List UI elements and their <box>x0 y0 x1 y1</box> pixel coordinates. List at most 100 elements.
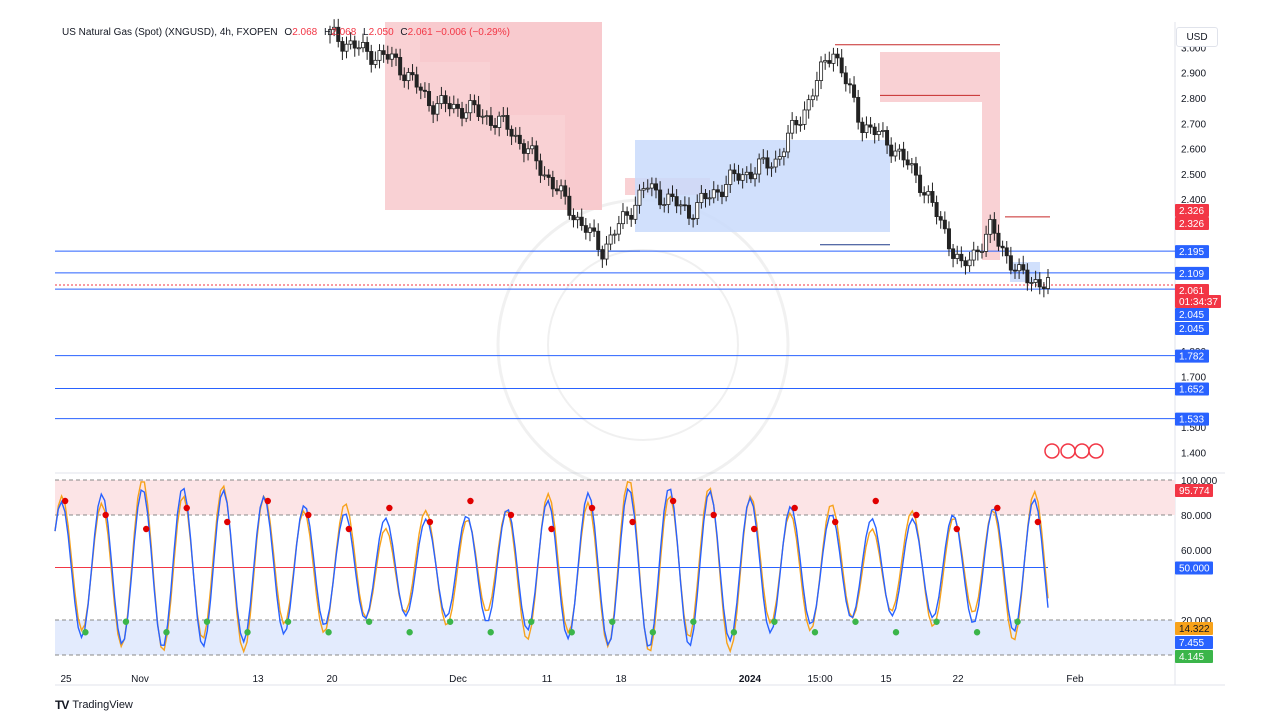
symbol-title: US Natural Gas (Spot) (XNGUSD), 4h, FXOP… <box>62 27 278 38</box>
candle-body <box>1041 286 1046 289</box>
candles-group <box>327 18 1051 298</box>
price-badge-level <box>1175 266 1209 280</box>
candle-body <box>332 26 337 30</box>
price-badge-sell <box>1175 204 1209 217</box>
price-badge-label: 2.045 <box>1179 310 1204 321</box>
price-tick-label: 1.400 <box>1181 448 1206 459</box>
candle-body <box>497 115 502 128</box>
oversold-signal-dot <box>649 629 657 636</box>
candle-body <box>410 72 415 76</box>
price-badge-level <box>1175 412 1209 426</box>
time-tick-label: 11 <box>542 674 553 685</box>
price-tick-label: 2.400 <box>1181 195 1206 206</box>
candle-body <box>971 249 976 261</box>
overbought-signal-dot <box>467 497 474 505</box>
oversold-signal-dot <box>82 629 89 636</box>
candle-body <box>955 253 960 259</box>
time-tick-label: Feb <box>1066 674 1084 685</box>
candle-body <box>493 125 498 128</box>
candle-body <box>975 249 980 253</box>
currency-button[interactable]: USD <box>1176 27 1218 47</box>
candle-body <box>629 214 634 220</box>
oversold-signal-dot <box>852 618 859 625</box>
candle-body <box>909 163 914 166</box>
candle-body <box>402 74 407 82</box>
candle-body <box>546 174 551 178</box>
oversold-signal-dot <box>244 629 251 636</box>
candle-body <box>893 150 898 157</box>
candle-body <box>773 158 778 168</box>
candle-body <box>542 174 547 177</box>
overbought-signal-dot <box>548 525 555 533</box>
candle-body <box>786 132 791 153</box>
stoch-d-line <box>54 487 1049 648</box>
candle-body <box>571 214 576 221</box>
close-value: 2.061 <box>407 27 433 38</box>
candle-body <box>748 171 753 180</box>
candle-body <box>720 191 725 198</box>
candle-body <box>633 204 638 220</box>
candle-body <box>938 216 943 221</box>
candle-body <box>699 192 704 203</box>
candle-body <box>637 189 642 206</box>
candle-body <box>728 169 733 185</box>
overbought-signal-dot <box>507 511 515 519</box>
candle-body <box>934 202 939 218</box>
tradingview-brand[interactable]: TV TradingView <box>55 698 133 712</box>
price-badge-level <box>1175 349 1209 363</box>
candle-body <box>381 50 386 55</box>
candle-body <box>649 183 654 189</box>
tradingview-logo-icon: TV <box>55 698 69 712</box>
overbought-signal-dot <box>224 518 231 526</box>
oversold-signal-dot <box>203 618 211 625</box>
overbought-signal-dot <box>994 504 1001 512</box>
oversold-signal-dot <box>811 629 819 636</box>
oversold-signal-dot <box>933 618 940 625</box>
price-badge-label: 2.326 <box>1179 206 1204 217</box>
candle-body <box>422 89 427 92</box>
candle-body <box>435 103 440 115</box>
oversold-signal-dot <box>892 629 900 636</box>
candle-body <box>678 204 683 207</box>
candle-body <box>687 204 692 219</box>
us-flag-icon <box>1074 443 1090 459</box>
candle-body <box>988 219 993 235</box>
stoch-badge-label: 95.774 <box>1179 486 1210 497</box>
candle-body <box>625 211 630 216</box>
candle-body <box>389 53 394 60</box>
price-tick-label: 1.700 <box>1181 372 1206 383</box>
high-label: H <box>324 27 332 38</box>
candle-body <box>876 130 881 136</box>
candle-body <box>1046 277 1051 289</box>
candle-body <box>443 95 448 104</box>
candle-body <box>592 227 597 232</box>
candle-body <box>963 260 968 267</box>
candle-body <box>984 233 989 252</box>
candle-body <box>852 84 857 98</box>
price-tick-label: 3.000 <box>1181 43 1206 54</box>
overbought-signal-dot <box>872 497 879 505</box>
overbought-signal-dot <box>183 504 190 512</box>
candle-body <box>596 230 601 250</box>
low-value: 2.050 <box>368 27 394 38</box>
candle-body <box>608 234 613 245</box>
stoch-badge-label: 50.000 <box>1179 564 1210 575</box>
price-badge-label: 1.533 <box>1179 415 1204 426</box>
open-value: 2.068 <box>292 27 318 38</box>
candle-body <box>521 143 526 154</box>
time-tick-label: 2024 <box>739 674 762 685</box>
candle-body <box>843 72 848 85</box>
candle-body <box>472 100 477 106</box>
candle-body <box>823 60 828 63</box>
oversold-signal-dot <box>609 618 616 625</box>
candle-body <box>480 115 485 118</box>
candle-body <box>798 123 803 126</box>
candle-body <box>394 53 399 58</box>
candle-body <box>641 188 646 191</box>
symbol-legend: US Natural Gas (Spot) (XNGUSD), 4h, FXOP… <box>62 27 510 38</box>
candle-body <box>662 204 667 206</box>
candle-body <box>653 183 658 191</box>
candle-body <box>885 130 890 146</box>
candle-body <box>794 119 799 126</box>
